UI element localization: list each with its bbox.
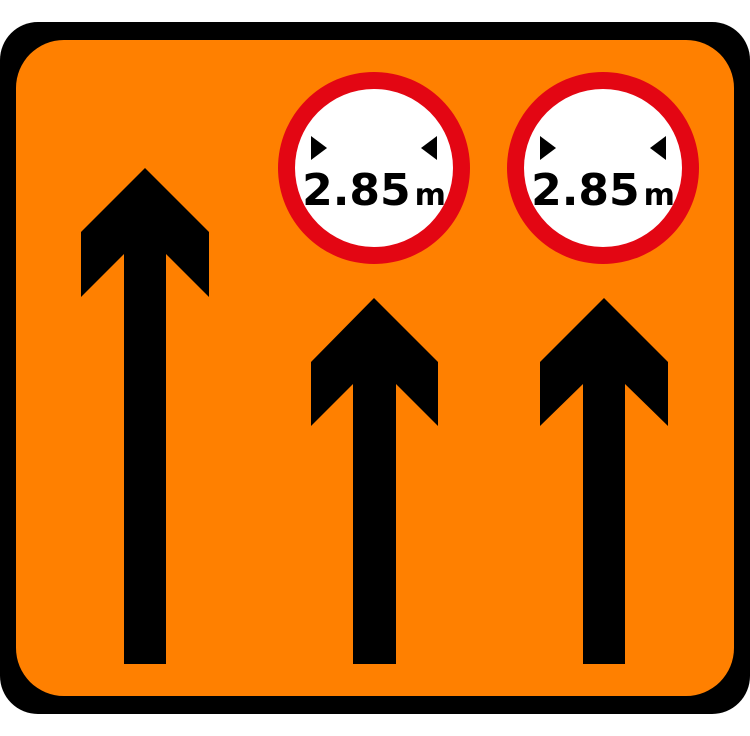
width-marker-right-icon (650, 136, 666, 160)
width-limit-sign: 2.85 m (278, 72, 470, 264)
width-limit-unit: m (415, 178, 446, 213)
arrow-up-icon (540, 298, 668, 664)
restriction-face (524, 89, 682, 247)
arrow-up-icon (311, 298, 438, 664)
width-marker-right-icon (421, 136, 437, 160)
svg-text:2.85m: 2.85 m (531, 165, 675, 216)
width-limit-sign: 2.85 m (507, 72, 699, 264)
width-marker-left-icon (540, 136, 556, 160)
arrow-up-icon (81, 168, 209, 664)
width-limit-value: 2.85 (531, 165, 640, 216)
restriction-face (295, 89, 453, 247)
lane-2: 2.85 m (278, 72, 470, 664)
width-limit-value: 2.85 (302, 165, 411, 216)
lane-3: 2.85 m (507, 72, 699, 664)
width-limit-unit: m (644, 178, 675, 213)
width-marker-left-icon (311, 136, 327, 160)
svg-text:2.85m: 2.85 m (302, 165, 446, 216)
lane-1 (81, 168, 209, 664)
